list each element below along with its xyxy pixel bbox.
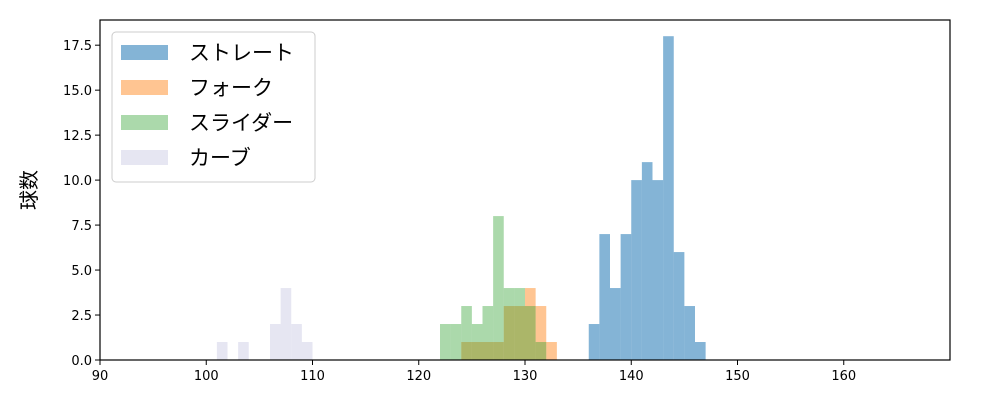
bar-2-8 (535, 306, 547, 360)
bar-3-9 (525, 306, 536, 360)
legend-label: スライダー (189, 111, 293, 135)
x-tick-label: 90 (92, 369, 109, 384)
legend-label: フォーク (189, 76, 273, 100)
bar-4-2 (238, 342, 249, 360)
legend-swatch (121, 150, 168, 165)
bar-1-11 (695, 342, 706, 360)
bar-1-2 (599, 234, 610, 360)
bar-2-5 (503, 306, 515, 360)
y-tick-label: 5.0 (71, 264, 92, 279)
y-tick-label: 15.0 (63, 84, 92, 99)
bar-4-5 (291, 324, 302, 360)
y-axis-label: 球数 (17, 170, 41, 210)
bar-2-4 (493, 342, 504, 360)
bar-1-3 (610, 288, 621, 360)
bar-2-1 (461, 342, 472, 360)
bar-1-4 (620, 234, 632, 360)
y-tick-label: 2.5 (71, 309, 92, 324)
bar-3-6 (493, 216, 504, 360)
legend-swatch (121, 45, 168, 60)
x-tick-label: 140 (619, 369, 644, 384)
bar-3-10 (535, 342, 547, 360)
legend-box (111, 31, 316, 183)
bar-3-8 (514, 288, 525, 360)
y-tick-label: 17.5 (63, 39, 92, 54)
y-axis-ticks: 0.0 2.5 5.0 7.5 10.0 12.5 15.0 17.5 (63, 39, 100, 369)
bar-3-1 (440, 324, 451, 360)
legend-label: ストレート (189, 41, 294, 65)
bar-3-3 (461, 306, 472, 360)
bar-1-9 (673, 252, 685, 360)
bar-2-7 (525, 288, 536, 360)
bar-1-5 (631, 180, 642, 360)
bar-3-4 (471, 324, 483, 360)
bar-4-6 (301, 342, 313, 360)
bar-1-10 (684, 306, 695, 360)
bar-4-3 (270, 324, 281, 360)
y-tick-label: 0.0 (71, 354, 92, 369)
bar-2-2 (471, 342, 483, 360)
legend-label: カーブ (189, 146, 251, 170)
bar-3-2 (450, 324, 462, 360)
x-tick-label: 120 (406, 369, 431, 384)
bar-4-4 (280, 288, 292, 360)
y-tick-label: 10.0 (63, 174, 92, 189)
bar-4-1 (216, 342, 228, 360)
bar-2-6 (514, 306, 525, 360)
bar-2-3 (482, 342, 494, 360)
legend-swatch (121, 80, 168, 95)
histogram-bars (216, 36, 706, 360)
x-tick-label: 130 (513, 369, 538, 384)
bar-1-1 (588, 324, 600, 360)
y-tick-label: 12.5 (63, 129, 92, 144)
bar-1-8 (663, 36, 674, 360)
bar-1-7 (652, 180, 664, 360)
bar-2-9 (546, 342, 557, 360)
x-tick-label: 150 (725, 369, 750, 384)
bar-1-6 (641, 162, 653, 360)
y-tick-label: 7.5 (71, 219, 92, 234)
x-tick-label: 110 (300, 369, 325, 384)
x-tick-label: 160 (831, 369, 856, 384)
bar-3-5 (482, 306, 494, 360)
x-axis-ticks: 90 100 110 120 130 140 150 160 (92, 360, 856, 384)
x-tick-label: 100 (194, 369, 219, 384)
legend-swatch (121, 115, 168, 130)
bar-3-7 (503, 288, 515, 360)
